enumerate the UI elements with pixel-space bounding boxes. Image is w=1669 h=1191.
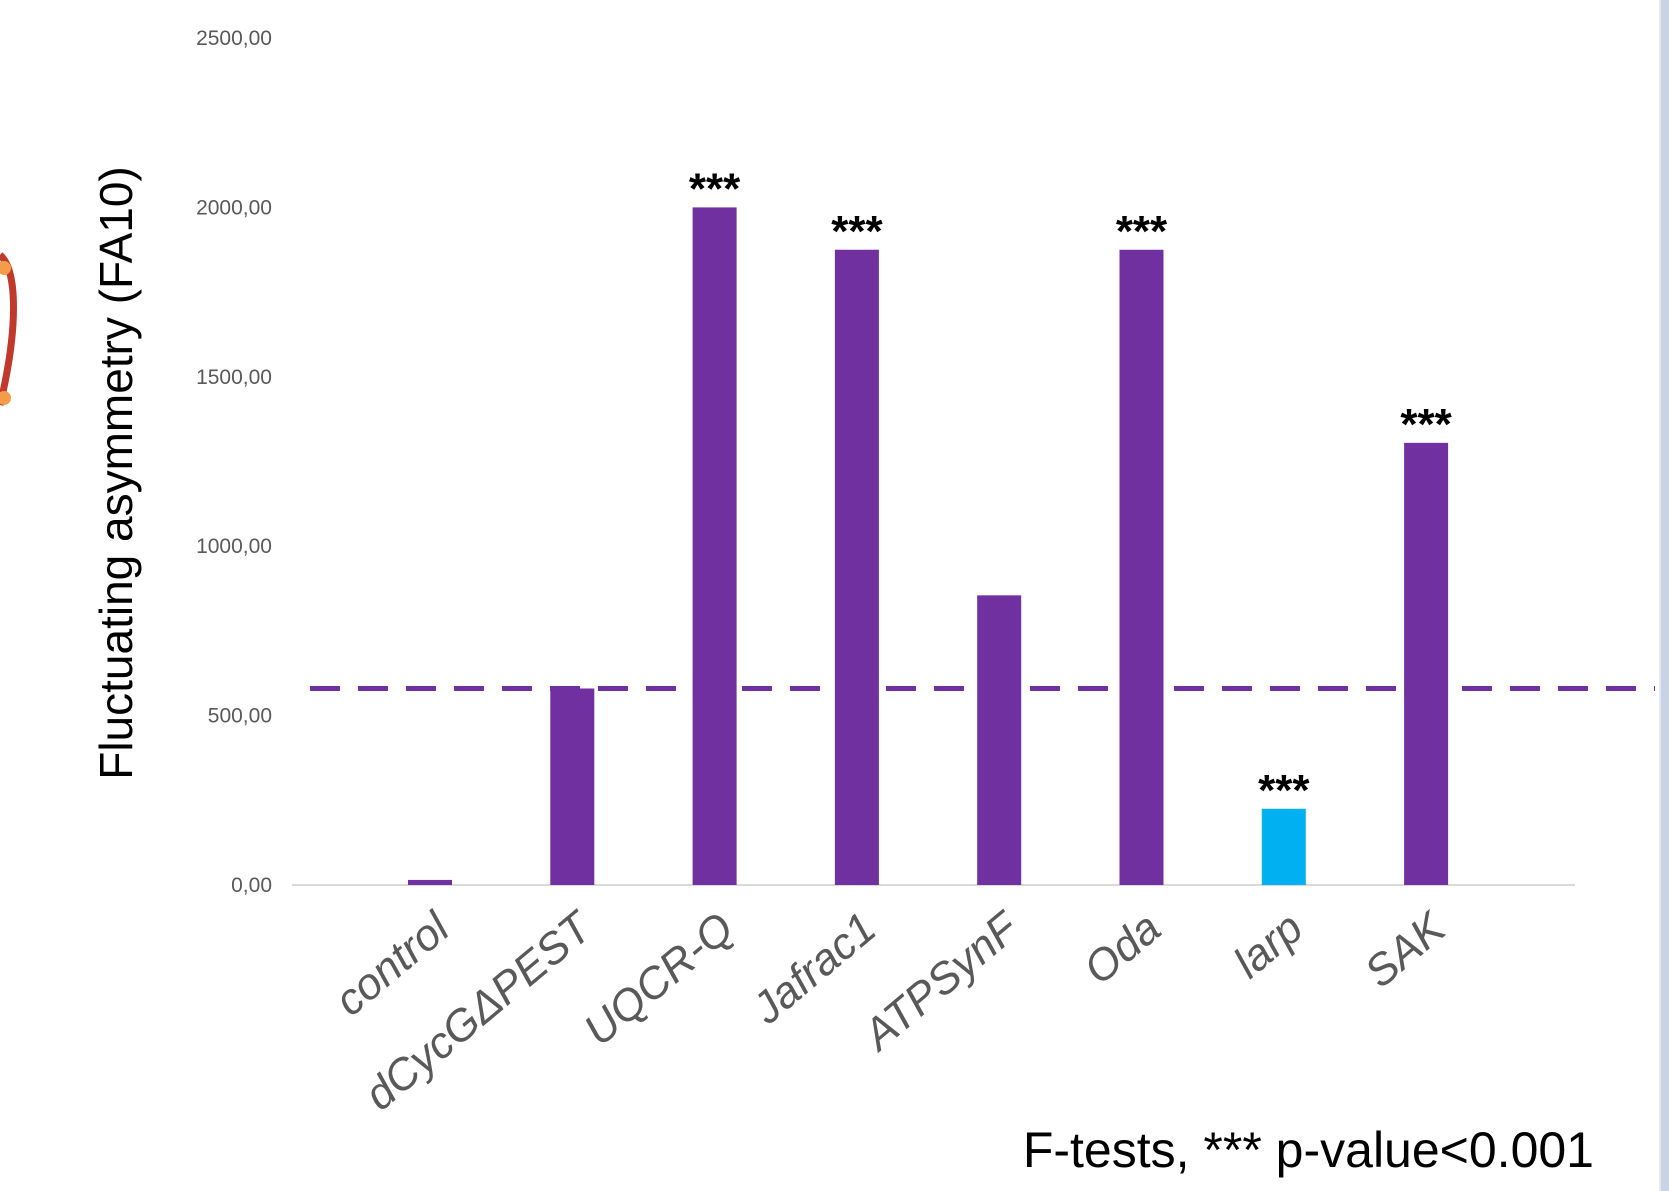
category-label: larp (1225, 903, 1313, 988)
significance-label: *** (689, 164, 741, 213)
bar-Jafrac1 (834, 249, 879, 885)
bar-dCycGΔPEST (550, 688, 595, 885)
category-label: SAK (1356, 902, 1456, 997)
right-edge-border (1661, 0, 1669, 1191)
right-edge-line (1659, 0, 1661, 1191)
footnote: F-tests, *** p-value<0.001 (1022, 1122, 1594, 1178)
significance-label: *** (1400, 400, 1452, 449)
y-tick-label: 0,00 (231, 874, 272, 897)
bars (408, 207, 1449, 885)
category-label: ATPSynF (852, 902, 1029, 1062)
bar-larp (1261, 808, 1306, 885)
significance-labels: *** *** *** *** *** (689, 164, 1453, 814)
left-edge-decoration (0, 252, 17, 406)
y-tick-label: 2500,00 (196, 27, 272, 50)
category-label: UQCR-Q (575, 903, 743, 1055)
significance-label: *** (1258, 766, 1310, 815)
bar-Oda (1119, 249, 1164, 885)
significance-label: *** (1116, 207, 1168, 256)
bar-SAK (1404, 442, 1449, 885)
bar-UQCR-Q (692, 207, 737, 885)
y-tick-label: 500,00 (208, 705, 272, 728)
significance-label: *** (831, 207, 883, 256)
category-label: control (326, 902, 460, 1025)
y-tick-label: 2000,00 (196, 196, 272, 219)
y-axis-ticks: 0,00 500,00 1000,00 1500,00 2000,00 2500,00 (196, 27, 272, 897)
category-label: Oda (1075, 903, 1170, 994)
bar-ATPSynF (977, 595, 1022, 885)
y-axis-label: Fluctuating asymmetry (FA10) (90, 166, 142, 780)
y-tick-label: 1500,00 (196, 366, 272, 389)
y-tick-label: 1000,00 (196, 535, 272, 558)
bar-control (408, 879, 452, 885)
